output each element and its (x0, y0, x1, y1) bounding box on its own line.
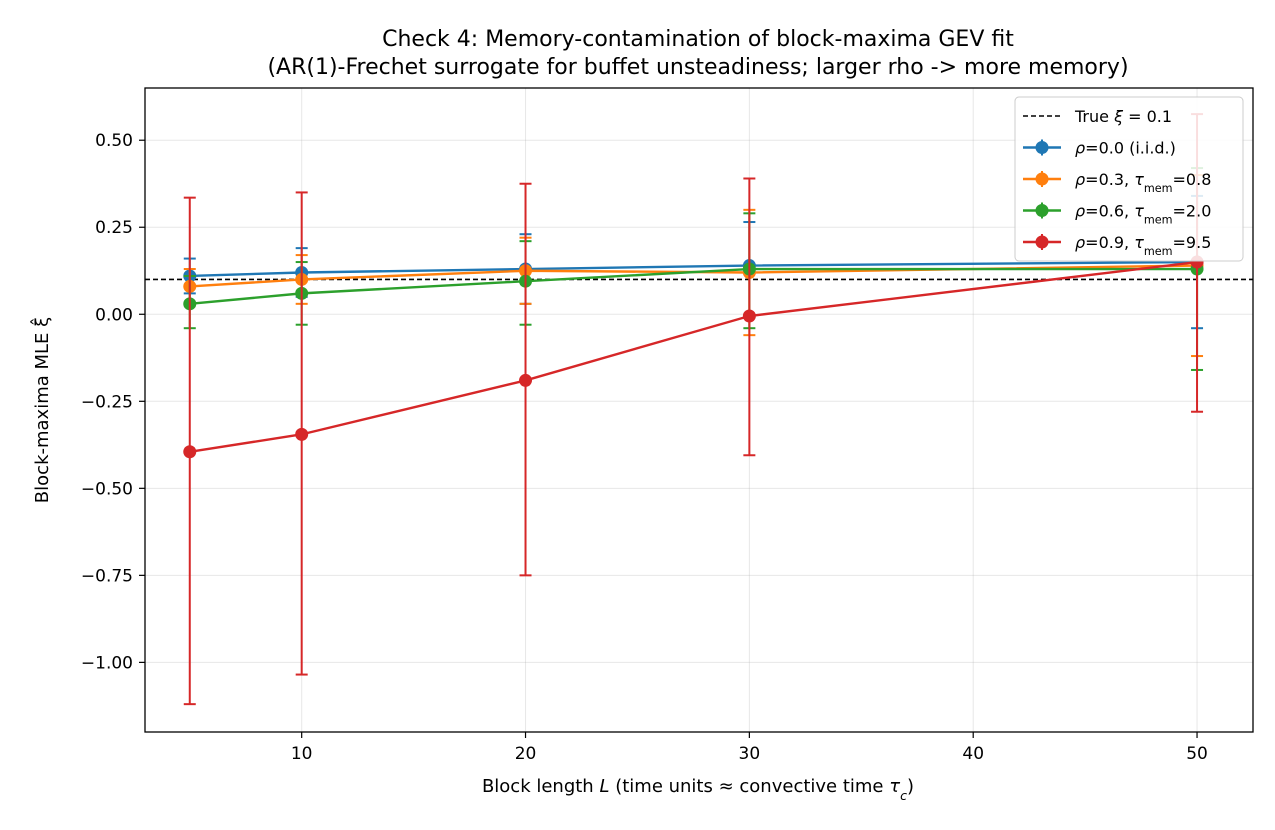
y-tick-label: −0.25 (81, 392, 133, 412)
series-line (189, 267, 1198, 306)
label-part: τ (1134, 202, 1144, 221)
x-tick-label: 50 (1186, 744, 1208, 764)
legend-swatch-marker (1035, 204, 1049, 217)
x-tick-label: 30 (739, 744, 761, 764)
y-tick-label: −0.75 (81, 566, 133, 586)
label-part: =9.5 (1173, 233, 1212, 252)
legend-series-label: ρ=0.3, τmem=0.8 (1075, 170, 1211, 195)
legend: True ξ = 0.1ρ=0.0 (i.i.d.)ρ=0.3, τmem=0.… (1014, 96, 1244, 262)
label-part: ρ (1075, 139, 1085, 158)
data-point (183, 445, 197, 459)
label-part: mem (1144, 245, 1173, 258)
legend-reference-label: True ξ = 0.1 (1074, 107, 1172, 126)
label-part: L (599, 776, 609, 797)
plot-frame (144, 87, 1254, 733)
label-part: Block length (482, 776, 600, 797)
label-part: =0.8 (1173, 170, 1212, 189)
label-part: =2.0 (1173, 202, 1212, 221)
x-axis-label: Block length L (time units ≈ convective … (482, 776, 914, 803)
chart-title: Check 4: Memory-contamination of block-m… (382, 27, 1014, 52)
legend-series-label: ρ=0.6, τmem=2.0 (1075, 202, 1211, 227)
x-tick-label: 20 (515, 744, 537, 764)
label-part: mem (1144, 182, 1173, 195)
x-tick-label: 10 (291, 744, 313, 764)
label-part: ) (907, 776, 914, 797)
y-tick-label: −1.00 (81, 653, 133, 673)
legend-swatch-marker (1035, 235, 1049, 249)
legend-swatch-marker (1035, 141, 1049, 154)
label-part: ξ (1113, 107, 1124, 126)
label-part: True (1074, 107, 1114, 126)
chart-subtitle: (AR(1)-Frechet surrogate for buffet unst… (267, 55, 1128, 80)
data-point (295, 427, 309, 441)
data-point (519, 373, 533, 387)
label-part: (time units ≈ convective time (609, 776, 889, 797)
y-tick-label: −0.50 (81, 479, 133, 499)
label-part: =0.0 (i.i.d.) (1085, 139, 1176, 158)
label-part: ρ (1075, 202, 1085, 221)
label-part: τ (1134, 170, 1144, 189)
label-part: ρ (1075, 233, 1085, 252)
y-tick-label: 0.50 (95, 131, 133, 151)
y-axis-label: Block-maxima MLE ξ̂ (30, 317, 53, 503)
label-part: ρ (1075, 170, 1085, 189)
label-part: =0.3, (1085, 170, 1134, 189)
y-tick-label: 0.00 (95, 305, 133, 325)
label-part: τ (1134, 233, 1144, 252)
legend-swatch-marker (1035, 172, 1049, 186)
series-3 (183, 113, 1204, 706)
y-tick-label: 0.25 (95, 218, 133, 238)
label-part: =0.9, (1085, 233, 1134, 252)
legend-series-label: ρ=0.0 (i.i.d.) (1075, 139, 1176, 158)
x-tick-label: 40 (962, 744, 984, 764)
label-part: τ (889, 776, 900, 797)
data-point (742, 309, 756, 323)
tick-layer: 10 20 30 40 50 0.50 0.25 0.00 −0.25 −0.50 −0.75 −1.… (81, 131, 1208, 764)
legend-box (1014, 96, 1244, 262)
label-part: =0.6, (1085, 202, 1134, 221)
label-part: mem (1144, 213, 1173, 226)
label-part: = 0.1 (1123, 107, 1172, 126)
legend-series-label: ρ=0.9, τmem=9.5 (1075, 233, 1211, 258)
label-part: c (900, 788, 907, 803)
